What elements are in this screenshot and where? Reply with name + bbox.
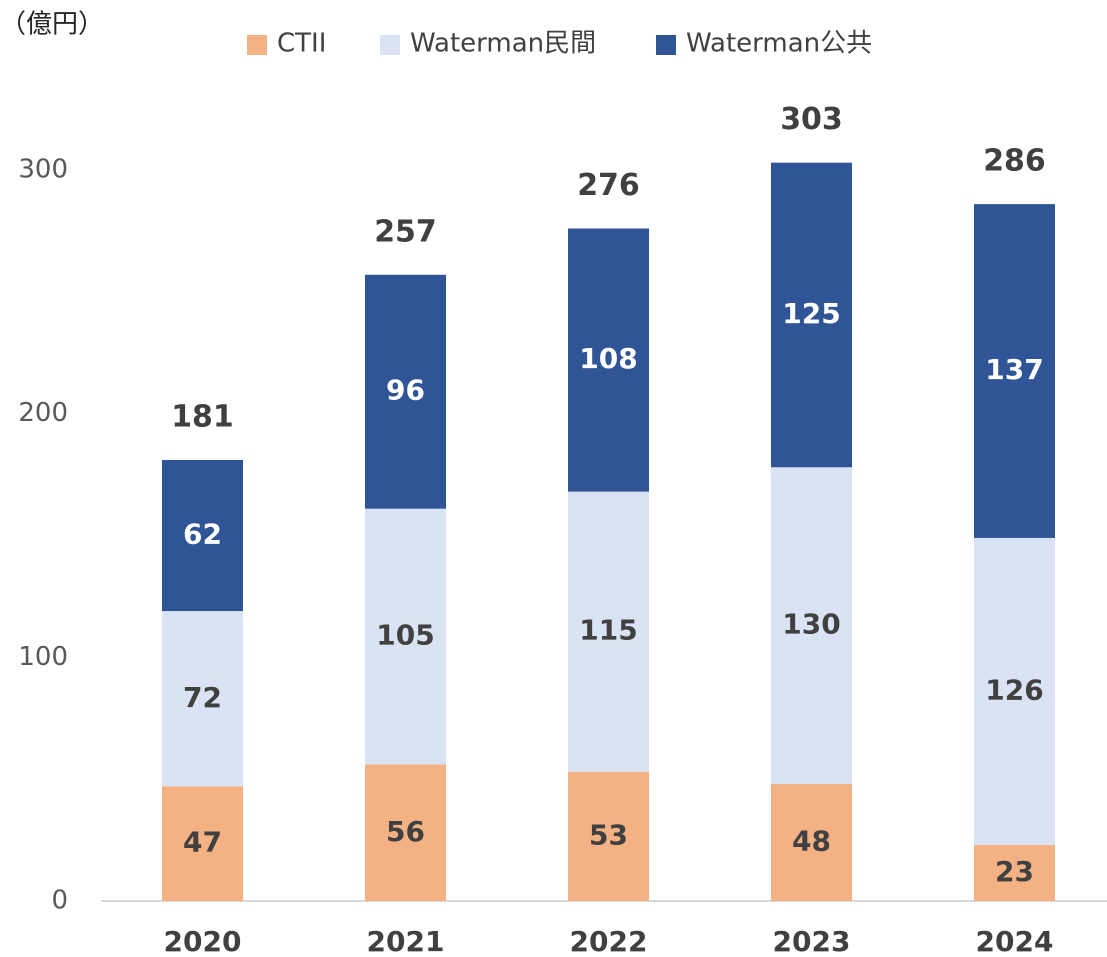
- x-tick-label: 2022: [570, 925, 648, 957]
- legend-label: Waterman民間: [410, 29, 596, 59]
- bar-segment: [568, 771, 649, 901]
- total-label: 303: [780, 102, 843, 137]
- x-tick-label: 2024: [976, 925, 1054, 957]
- bar-segment: [365, 274, 446, 509]
- bar-segment: [974, 537, 1055, 845]
- y-tick-label: 300: [18, 155, 68, 185]
- unit-label: （億円）: [0, 10, 104, 40]
- legend-swatch: [380, 35, 400, 55]
- bar-segment: [974, 204, 1055, 538]
- total-label: 181: [171, 399, 234, 434]
- bar-segment: [974, 844, 1055, 901]
- legend-swatch: [656, 35, 676, 55]
- bar-segment: [365, 764, 446, 901]
- data-label: 62: [183, 518, 222, 551]
- legend-label: CTII: [277, 29, 326, 59]
- bar-segment: [162, 611, 243, 787]
- data-label: 47: [183, 826, 222, 859]
- data-label: 137: [985, 353, 1043, 386]
- bar-segment: [365, 508, 446, 765]
- x-tick-label: 2023: [773, 925, 851, 957]
- total-label: 276: [577, 168, 640, 203]
- data-label: 56: [386, 815, 425, 848]
- data-label: 72: [183, 681, 222, 714]
- total-label: 257: [374, 214, 437, 249]
- data-label: 105: [376, 619, 434, 652]
- bar-segment: [162, 459, 243, 612]
- bar-segment: [162, 786, 243, 901]
- y-tick-label: 0: [51, 886, 68, 916]
- data-label: 115: [579, 614, 637, 647]
- data-label: 126: [985, 673, 1043, 706]
- y-tick-label: 200: [18, 398, 68, 428]
- data-label: 108: [579, 342, 637, 375]
- data-label: 23: [995, 855, 1034, 888]
- x-tick-label: 2020: [164, 925, 242, 957]
- y-tick-label: 100: [18, 642, 68, 672]
- bar-segment: [568, 228, 649, 492]
- bar-segment: [568, 491, 649, 772]
- data-label: 48: [792, 825, 831, 858]
- data-label: 53: [589, 818, 628, 851]
- total-label: 286: [983, 144, 1046, 179]
- bar-segment: [771, 784, 852, 901]
- data-label: 96: [386, 374, 425, 407]
- data-label: 125: [782, 297, 840, 330]
- bar-segment: [771, 467, 852, 785]
- legend-label: Waterman公共: [686, 29, 872, 59]
- x-tick-label: 2021: [367, 925, 445, 957]
- data-label: 130: [782, 608, 840, 641]
- legend-swatch: [247, 35, 267, 55]
- bar-segment: [771, 162, 852, 468]
